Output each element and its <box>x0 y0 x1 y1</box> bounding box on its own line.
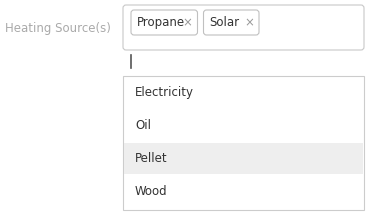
Text: Propane: Propane <box>137 16 185 29</box>
Bar <box>123 76 364 210</box>
Text: Solar: Solar <box>209 16 240 29</box>
FancyBboxPatch shape <box>204 10 259 35</box>
Bar <box>124 143 363 174</box>
Text: Oil: Oil <box>135 119 151 132</box>
FancyBboxPatch shape <box>123 5 364 50</box>
FancyBboxPatch shape <box>131 10 198 35</box>
Text: Wood: Wood <box>135 185 168 198</box>
Text: Electricity: Electricity <box>135 86 194 99</box>
Text: ×: × <box>182 16 192 29</box>
Text: Heating Source(s): Heating Source(s) <box>5 22 111 35</box>
Text: ×: × <box>244 16 254 29</box>
Text: Pellet: Pellet <box>135 152 168 165</box>
